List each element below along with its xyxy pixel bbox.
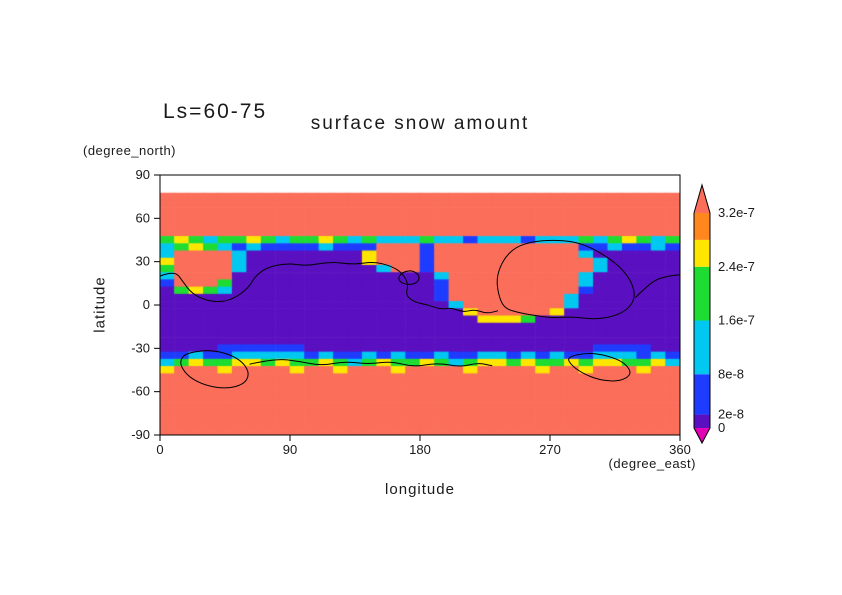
- x-tick-label: 0: [156, 442, 163, 457]
- chart-title: surface snow amount: [310, 113, 530, 134]
- colorbar-outline: [693, 183, 711, 445]
- y-tick-label: -60: [131, 384, 150, 399]
- colorbar-band: [694, 414, 710, 428]
- colorbar-tick-label: 2e-8: [718, 407, 744, 422]
- y-axis-unit-label: (degree_north): [83, 143, 176, 158]
- x-tick-label: 180: [409, 442, 431, 457]
- colorbar: 02e-8 8e-8 1.6e-7 2.4e-7 3.2e-7: [693, 183, 755, 445]
- x-tick-label: 360: [669, 442, 691, 457]
- x-axis-unit-label: (degree_east): [608, 456, 696, 471]
- colorbar-under-arrow: [694, 428, 710, 443]
- y-axis-label: latitude: [91, 276, 109, 333]
- colorbar-tick-label: 3.2e-7: [718, 205, 755, 220]
- colorbar-band: [694, 374, 710, 415]
- colorbar-tick-label: 8e-8: [718, 366, 744, 381]
- y-axis-ticks: 90 60 30 0 -30 -60 -90: [131, 167, 160, 442]
- y-tick-label: -30: [131, 340, 150, 355]
- x-axis-label: longitude: [385, 481, 455, 498]
- colorbar-tick-label: 0: [718, 420, 725, 435]
- y-tick-label: 60: [136, 210, 150, 225]
- x-axis-ticks: 0 90 180 270 360: [156, 435, 691, 457]
- colorbar-tick-label: 2.4e-7: [718, 259, 755, 274]
- y-tick-label: 30: [136, 254, 150, 269]
- colorbar-band: [694, 239, 710, 267]
- colorbar-over-arrow: [694, 185, 710, 213]
- ls-annotation: Ls=60-75: [163, 100, 268, 123]
- y-tick-label: 90: [136, 167, 150, 182]
- colorbar-band: [694, 320, 710, 375]
- x-tick-label: 270: [539, 442, 561, 457]
- y-tick-label: 0: [143, 297, 150, 312]
- colorbar-band: [694, 213, 710, 240]
- snow-amount-heatmap: [160, 175, 680, 435]
- colorbar-band: [694, 266, 710, 321]
- y-tick-label: -90: [131, 427, 150, 442]
- x-tick-label: 90: [283, 442, 297, 457]
- colorbar-tick-label: 1.6e-7: [718, 313, 755, 328]
